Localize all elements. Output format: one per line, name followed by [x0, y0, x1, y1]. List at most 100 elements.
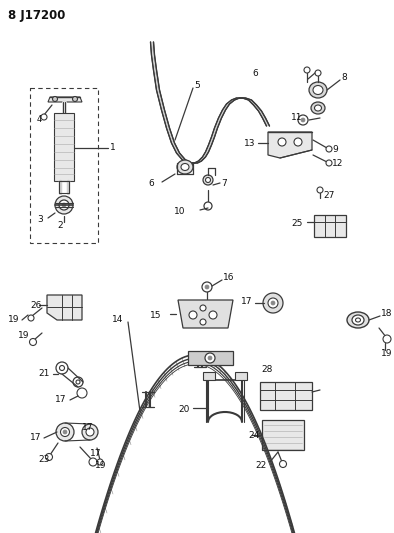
Circle shape	[208, 356, 212, 360]
Circle shape	[56, 362, 68, 374]
Text: 7: 7	[221, 179, 227, 188]
Circle shape	[62, 203, 66, 207]
Ellipse shape	[313, 85, 323, 94]
Text: 17: 17	[241, 296, 253, 305]
Text: 10: 10	[174, 207, 186, 216]
Circle shape	[55, 196, 73, 214]
Circle shape	[278, 138, 286, 146]
Circle shape	[45, 454, 52, 461]
Text: 23: 23	[38, 456, 49, 464]
Bar	[30, 88, 98, 243]
Circle shape	[202, 282, 212, 292]
Circle shape	[63, 430, 67, 434]
Circle shape	[82, 424, 98, 440]
Text: 15: 15	[150, 311, 162, 319]
Circle shape	[205, 353, 215, 363]
Ellipse shape	[355, 318, 361, 322]
Ellipse shape	[309, 82, 327, 98]
Text: 25: 25	[291, 220, 302, 229]
Text: 16: 16	[223, 273, 234, 282]
Ellipse shape	[352, 315, 364, 325]
Circle shape	[30, 338, 37, 345]
Text: 17: 17	[55, 395, 67, 405]
Text: 6: 6	[148, 180, 154, 189]
Circle shape	[41, 114, 47, 120]
Text: 8: 8	[341, 74, 347, 83]
Circle shape	[263, 293, 283, 313]
Text: 14: 14	[112, 316, 123, 325]
Text: 19: 19	[18, 332, 30, 341]
Bar	[203, 372, 215, 380]
Ellipse shape	[314, 105, 322, 111]
Text: 3: 3	[37, 215, 43, 224]
Circle shape	[204, 202, 212, 210]
Circle shape	[86, 428, 94, 436]
Ellipse shape	[347, 312, 369, 328]
Circle shape	[326, 160, 332, 166]
Text: 20: 20	[178, 406, 190, 415]
Circle shape	[268, 298, 278, 308]
Circle shape	[59, 366, 65, 370]
Circle shape	[97, 459, 103, 465]
Circle shape	[200, 305, 206, 311]
Polygon shape	[178, 300, 233, 328]
Text: 21: 21	[38, 369, 49, 378]
Circle shape	[61, 427, 69, 437]
Circle shape	[72, 96, 78, 101]
Circle shape	[326, 146, 332, 152]
Bar	[262, 420, 304, 450]
Circle shape	[304, 67, 310, 73]
Text: 13: 13	[244, 139, 255, 148]
Text: 28: 28	[261, 366, 272, 375]
Circle shape	[203, 175, 213, 185]
Circle shape	[317, 187, 323, 193]
Bar	[54, 113, 74, 181]
Circle shape	[205, 285, 209, 289]
Text: 5: 5	[194, 82, 200, 91]
Text: 19: 19	[8, 316, 19, 325]
Circle shape	[298, 115, 308, 125]
Text: 17: 17	[30, 433, 41, 442]
Text: 4: 4	[37, 116, 42, 125]
Text: 22: 22	[255, 462, 266, 471]
Circle shape	[206, 177, 210, 182]
Ellipse shape	[181, 164, 189, 171]
Text: 18: 18	[381, 310, 392, 319]
Text: 24: 24	[248, 431, 259, 440]
Bar	[314, 215, 346, 237]
Circle shape	[271, 301, 275, 305]
Text: 9: 9	[332, 144, 338, 154]
Bar	[188, 351, 233, 365]
Circle shape	[52, 96, 58, 101]
Circle shape	[200, 319, 206, 325]
Circle shape	[76, 380, 80, 384]
Circle shape	[189, 311, 197, 319]
Bar	[235, 372, 247, 380]
Text: 17: 17	[90, 448, 102, 457]
Circle shape	[89, 458, 97, 466]
Circle shape	[383, 335, 391, 343]
Circle shape	[59, 200, 69, 210]
Text: 8 J17200: 8 J17200	[8, 9, 65, 21]
Text: 1: 1	[110, 143, 116, 152]
Polygon shape	[48, 97, 82, 102]
Circle shape	[209, 311, 217, 319]
Bar	[260, 382, 312, 410]
Text: 19: 19	[95, 461, 106, 470]
Polygon shape	[47, 295, 82, 320]
Text: 2: 2	[57, 222, 63, 230]
Text: 17: 17	[82, 424, 93, 432]
Text: 19: 19	[381, 349, 392, 358]
Text: 12: 12	[332, 158, 344, 167]
Circle shape	[77, 388, 87, 398]
Ellipse shape	[311, 102, 325, 114]
Ellipse shape	[177, 160, 193, 174]
Circle shape	[73, 377, 83, 387]
Circle shape	[28, 315, 34, 321]
Polygon shape	[268, 132, 312, 158]
Text: 27: 27	[323, 191, 335, 200]
Text: 6: 6	[252, 69, 258, 77]
Circle shape	[294, 138, 302, 146]
Text: 26: 26	[30, 301, 41, 310]
Circle shape	[56, 423, 74, 441]
